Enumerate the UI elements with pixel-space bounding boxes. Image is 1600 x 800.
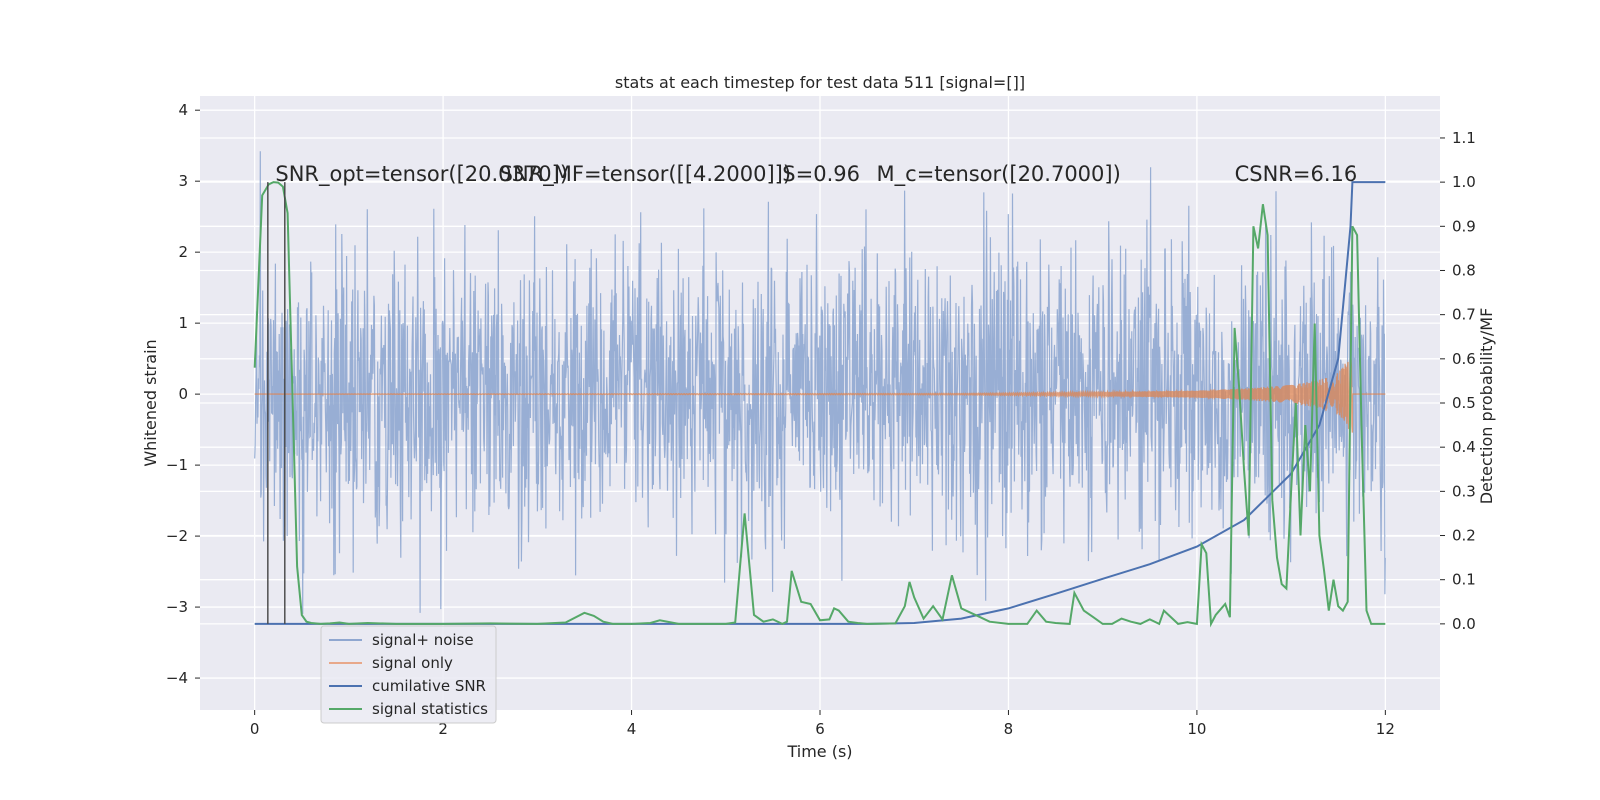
legend-label-signal-statistics: signal statistics [372, 700, 488, 718]
y2-tick-label-5: 0.5 [1452, 394, 1476, 412]
series-layer [253, 151, 1386, 628]
y2-tick-label-3: 0.3 [1452, 482, 1476, 500]
legend: signal+ noise signal only cumilative SNR… [320, 625, 497, 724]
y2-tick-label-6: 0.6 [1452, 350, 1476, 368]
y2-tick-label-1: 0.1 [1452, 571, 1476, 589]
y-tick-label-0: −4 [166, 669, 188, 687]
y-tick-label-1: −3 [166, 598, 188, 616]
x-tick-label-4: 8 [1004, 720, 1014, 738]
x-tick-label-5: 10 [1187, 720, 1206, 738]
legend-box [320, 625, 497, 724]
legend-label-cumulative-snr: cumilative SNR [372, 677, 486, 695]
y2-tick-label-0: 0.0 [1452, 615, 1476, 633]
legend-label-signal-only: signal only [372, 654, 453, 672]
y2-tick-label-8: 0.8 [1452, 261, 1476, 279]
annotations: SNR_opt=tensor([20.0370])SNR_MF=tensor([… [275, 162, 1357, 187]
y-tick-label-7: 3 [178, 172, 188, 190]
x-tick-label-1: 2 [438, 720, 448, 738]
y-tick-label-8: 4 [178, 101, 188, 119]
vline-layer [267, 182, 286, 624]
y2-axis-label: Detection probability/MF [1477, 308, 1496, 505]
y2-tick-label-4: 0.4 [1452, 438, 1476, 456]
x-tick-label-3: 6 [815, 720, 825, 738]
y2-tick-label-2: 0.2 [1452, 527, 1476, 545]
chart-title: stats at each timestep for test data 511… [615, 73, 1025, 92]
y-tick-label-4: 0 [178, 385, 188, 403]
x-tick-label-2: 4 [627, 720, 637, 738]
y-tick-label-6: 2 [178, 243, 188, 261]
y2-tick-label-7: 0.7 [1452, 306, 1476, 324]
series-signal-noise [254, 151, 1386, 615]
annotation-4: CSNR=6.16 [1235, 162, 1358, 186]
series-signal-only [254, 358, 1386, 433]
x-tick-label-6: 12 [1376, 720, 1395, 738]
y-tick-label-2: −2 [166, 527, 188, 545]
y2-tick-label-11: 1.1 [1452, 129, 1476, 147]
y2-tick-labels: 0.0 0.1 0.2 0.3 0.4 0.5 0.6 0.7 0.8 0.9 1.0 1.1 [1440, 129, 1476, 633]
y2-tick-label-10: 1.0 [1452, 173, 1476, 191]
x-tick-labels: 0 2 4 6 8 10 12 [250, 710, 1395, 738]
x-axis-label: Time (s) [786, 742, 852, 761]
annotation-0: SNR_opt=tensor([20.0370]) [275, 162, 568, 187]
series-cumulative-snr [254, 181, 1386, 625]
y-tick-labels: −4 −3 −2 −1 0 1 2 3 4 [166, 101, 200, 687]
series-signal-statistics [253, 181, 1386, 628]
y-tick-label-3: −1 [166, 456, 188, 474]
y-tick-label-5: 1 [178, 314, 188, 332]
legend-label-signal-noise: signal+ noise [372, 631, 474, 649]
annotation-1: SNR_MF=tensor([[4.2000]]) [500, 162, 791, 187]
y-axis-label: Whitened strain [141, 339, 160, 466]
x-tick-label-0: 0 [250, 720, 260, 738]
annotation-3: M_c=tensor([20.7000]) [877, 162, 1121, 187]
y2-tick-label-9: 0.9 [1452, 217, 1476, 235]
annotation-2: S=0.96 [782, 162, 860, 186]
